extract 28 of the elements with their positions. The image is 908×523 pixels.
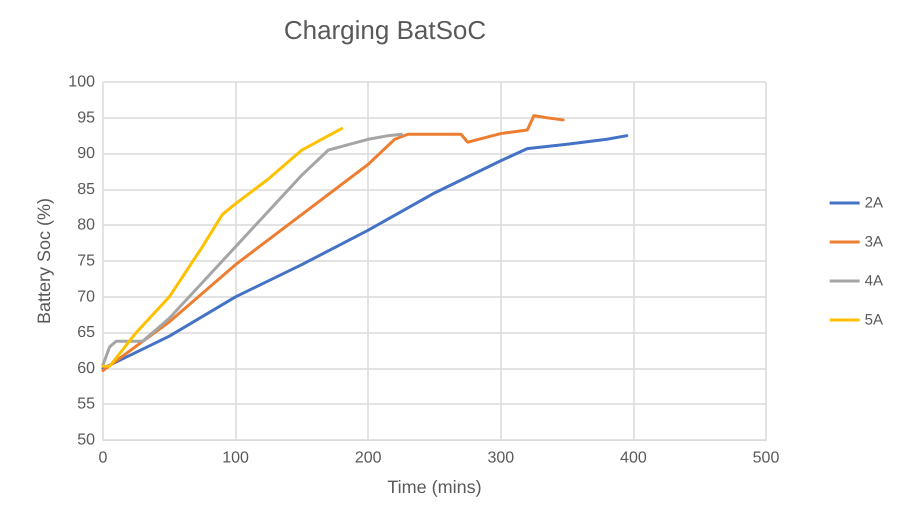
y-tick-label: 100 [68,74,96,90]
x-tick-label: 500 [752,450,780,466]
x-tick-label: 0 [98,450,108,466]
line-series [102,134,628,370]
line-series [102,114,565,372]
legend-label: 3A [864,234,884,250]
line-series [102,127,344,368]
legend-label: 4A [864,272,884,290]
y-tick-label: 65 [77,324,96,342]
y-tick-label: 55 [77,396,96,413]
y-tick-label: 60 [77,360,96,377]
y-tick-label: 90 [77,145,96,162]
y-tick-label: 75 [77,252,96,270]
y-axis-title: Battery Soc (%) [34,198,54,324]
x-axis-title: Time (mins) [387,477,482,497]
y-tick-label: 50 [77,432,96,448]
chart-title: Charging BatSoC [284,15,486,45]
x-tick-label: 100 [222,450,250,466]
y-tick-label: 95 [77,109,96,126]
legend-label: 5A [864,312,884,328]
line-series [102,132,403,366]
y-tick-label: 85 [77,180,96,198]
y-tick-label: 80 [77,216,96,234]
x-tick-label: 200 [354,450,382,466]
x-tick-label: 300 [487,450,514,466]
legend-label: 2A [864,194,884,212]
y-tick-label: 70 [77,288,96,306]
x-tick-label: 400 [620,450,647,466]
